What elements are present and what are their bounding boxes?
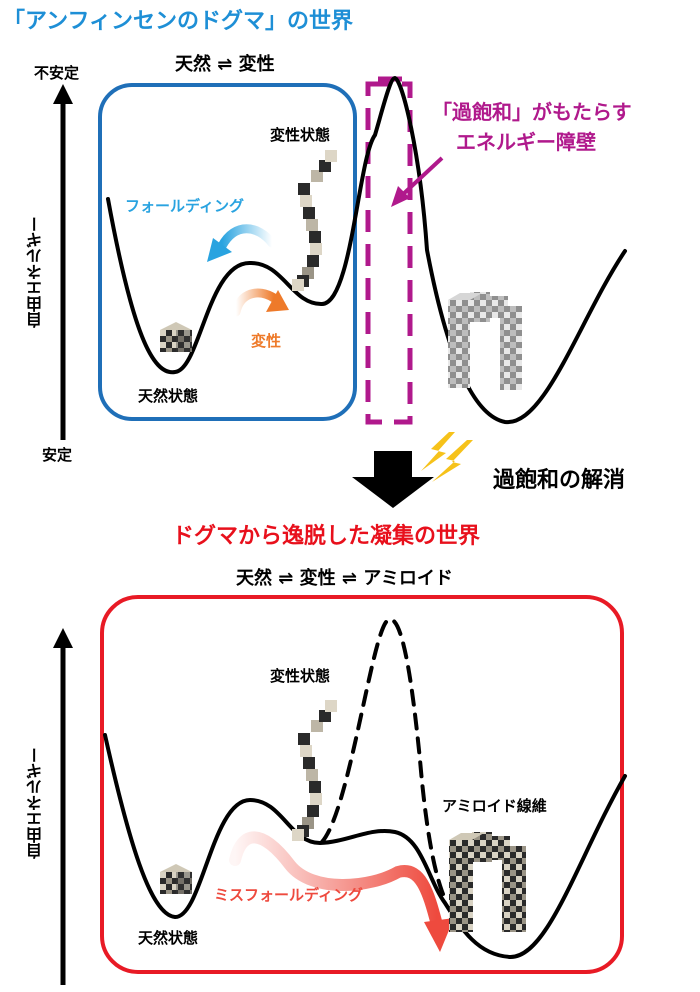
barrier-note-line1: 「過飽和」がもたらす	[432, 100, 632, 124]
top-native-protein-cube	[160, 322, 192, 352]
bottom-axis-arrowhead	[53, 628, 73, 648]
bottom-original-barrier-dashed	[320, 617, 449, 905]
barrier-pointer-arrow	[398, 156, 444, 199]
amyloid-fibril-label: アミロイド線維	[442, 797, 547, 815]
axis-bottom-stable-label: 安定	[42, 446, 73, 464]
top-energy-curve	[106, 76, 627, 425]
misfolding-arrow	[229, 831, 443, 931]
folding-arrowhead	[207, 238, 232, 262]
denature-arrowhead	[266, 290, 289, 312]
top-equilibrium-label: 天然 ⇌ 変性	[175, 54, 275, 75]
bottom-native-protein-cube	[160, 864, 192, 894]
bottom-section-title: ドグマから逸脱した凝集の世界	[172, 524, 481, 549]
bottom-denatured-state-label: 変性状態	[270, 667, 331, 685]
folding-arrow	[217, 224, 277, 251]
top-axis-label: 自由エネルギー	[26, 216, 45, 328]
denature-arrow-label: 変性	[251, 332, 282, 350]
top-native-state-label: 天然状態	[138, 387, 199, 405]
barrier-pointer-arrowhead	[391, 186, 410, 207]
top-axis-arrowhead	[53, 84, 73, 104]
lightning-bolt-icon-2	[432, 440, 473, 482]
transition-label: 過飽和の解消	[493, 468, 626, 493]
bottom-native-state-label: 天然状態	[138, 929, 199, 947]
folding-arrow-label: フォールディング	[125, 197, 244, 215]
transition-down-arrow	[352, 451, 434, 508]
barrier-note-line2: エネルギー障壁	[456, 130, 596, 154]
top-denatured-state-label: 変性状態	[270, 126, 331, 144]
top-amyloid-grey-fibril	[448, 292, 522, 390]
top-native-denatured-frame	[98, 83, 357, 421]
top-section-title: 「アンフィンセンのドグマ」の世界	[3, 9, 354, 34]
bottom-amyloid-fibril	[449, 832, 526, 932]
bottom-axis-label: 自由エネルギー	[26, 747, 45, 859]
axis-top-unstable-label: 不安定	[34, 64, 80, 82]
bottom-denatured-chain	[292, 700, 337, 841]
denature-arrow	[231, 288, 279, 317]
misfolding-arrowhead	[424, 918, 454, 952]
top-denatured-chain	[292, 150, 337, 291]
misfolding-arrow-label: ミスフォールディング	[214, 886, 363, 904]
bottom-energy-curve	[103, 733, 627, 960]
lightning-bolt-icon	[421, 432, 455, 471]
bottom-equilibrium-label: 天然 ⇌ 変性 ⇌ アミロイド	[236, 568, 453, 589]
